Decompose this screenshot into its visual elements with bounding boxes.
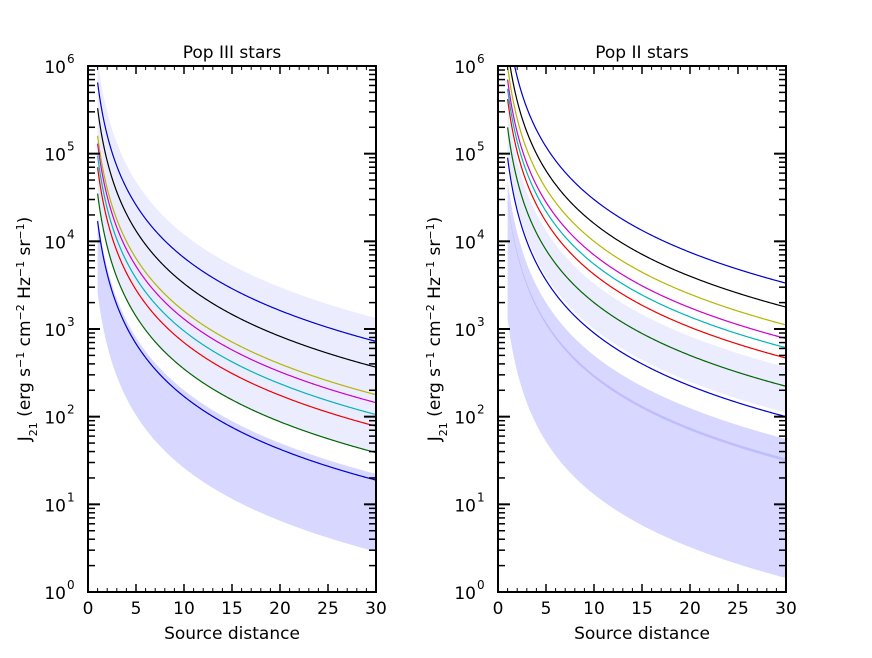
shaded-band-2	[507, 180, 786, 462]
y-tick-label: 10	[454, 584, 476, 604]
x-tick-label: 20	[679, 599, 701, 619]
y-tick-exponent: 2	[67, 403, 75, 417]
x-tick-label: 5	[131, 599, 142, 619]
y-tick-label: 10	[44, 233, 66, 253]
series-line-4	[507, 79, 786, 340]
x-tick-label: 25	[317, 599, 339, 619]
y-tick-exponent: 3	[477, 315, 485, 329]
shaded-band-1	[507, 199, 786, 578]
y-axis-label: J21 (erg s−1 cm−2 Hz−1 sr−1)	[14, 217, 40, 442]
shaded-band-1	[97, 214, 376, 552]
y-tick-exponent: 2	[477, 403, 485, 417]
series-line-5	[97, 155, 376, 416]
y-tick-label: 10	[454, 321, 476, 341]
y-tick-exponent: 3	[67, 315, 75, 329]
y-tick-label: 10	[44, 409, 66, 429]
series-line-7	[97, 193, 376, 454]
y-tick-label: 10	[44, 496, 66, 516]
y-tick-label: 10	[44, 321, 66, 341]
y-tick-exponent: 6	[477, 52, 485, 66]
y-tick-label: 10	[454, 496, 476, 516]
x-axis-label: Source distance	[574, 624, 710, 644]
shaded-band-3	[507, 108, 786, 413]
series-line-2	[509, 66, 786, 308]
y-axis-label: J21 (erg s−1 cm−2 Hz−1 sr−1)	[424, 217, 450, 442]
chart-title: Pop III stars	[183, 43, 282, 63]
y-tick-label: 10	[454, 409, 476, 429]
y-tick-label: 10	[454, 146, 476, 166]
plot-area	[507, 66, 786, 578]
x-tick-label: 20	[269, 599, 291, 619]
series-line-5	[507, 88, 786, 349]
y-tick-label: 10	[454, 233, 476, 253]
y-tick-exponent: 5	[477, 140, 485, 154]
series-line-3	[507, 66, 786, 326]
x-tick-label: 10	[583, 599, 605, 619]
series-line-8	[507, 157, 786, 418]
y-tick-exponent: 4	[477, 227, 485, 241]
plot-area	[97, 66, 376, 552]
x-tick-label: 15	[221, 599, 243, 619]
x-axis-label: Source distance	[164, 624, 300, 644]
x-tick-label: 5	[541, 599, 552, 619]
series-line-8	[97, 221, 376, 481]
y-tick-exponent: 6	[67, 52, 75, 66]
x-tick-label: 0	[83, 599, 94, 619]
x-tick-label: 30	[365, 599, 387, 619]
series-line-7	[507, 127, 786, 387]
x-tick-label: 25	[727, 599, 749, 619]
series-line-6	[97, 167, 376, 427]
series-line-1	[514, 66, 786, 284]
y-tick-exponent: 0	[477, 578, 485, 592]
chart-title: Pop II stars	[595, 43, 689, 63]
y-tick-exponent: 1	[477, 490, 485, 504]
shaded-band-2	[97, 66, 376, 453]
series-line-3	[97, 135, 376, 396]
y-tick-exponent: 4	[67, 227, 75, 241]
y-tick-exponent: 1	[67, 490, 75, 504]
y-tick-label: 10	[454, 58, 476, 78]
series-line-4	[97, 143, 376, 404]
y-tick-exponent: 5	[67, 140, 75, 154]
series-line-2	[97, 108, 376, 368]
x-tick-label: 15	[631, 599, 653, 619]
y-tick-label: 10	[44, 584, 66, 604]
x-tick-label: 0	[493, 599, 504, 619]
series-line-6	[507, 98, 786, 359]
y-tick-label: 10	[44, 58, 66, 78]
x-tick-label: 10	[173, 599, 195, 619]
y-tick-label: 10	[44, 146, 66, 166]
y-tick-exponent: 0	[67, 578, 75, 592]
series-line-1	[97, 82, 376, 342]
x-tick-label: 30	[775, 599, 797, 619]
